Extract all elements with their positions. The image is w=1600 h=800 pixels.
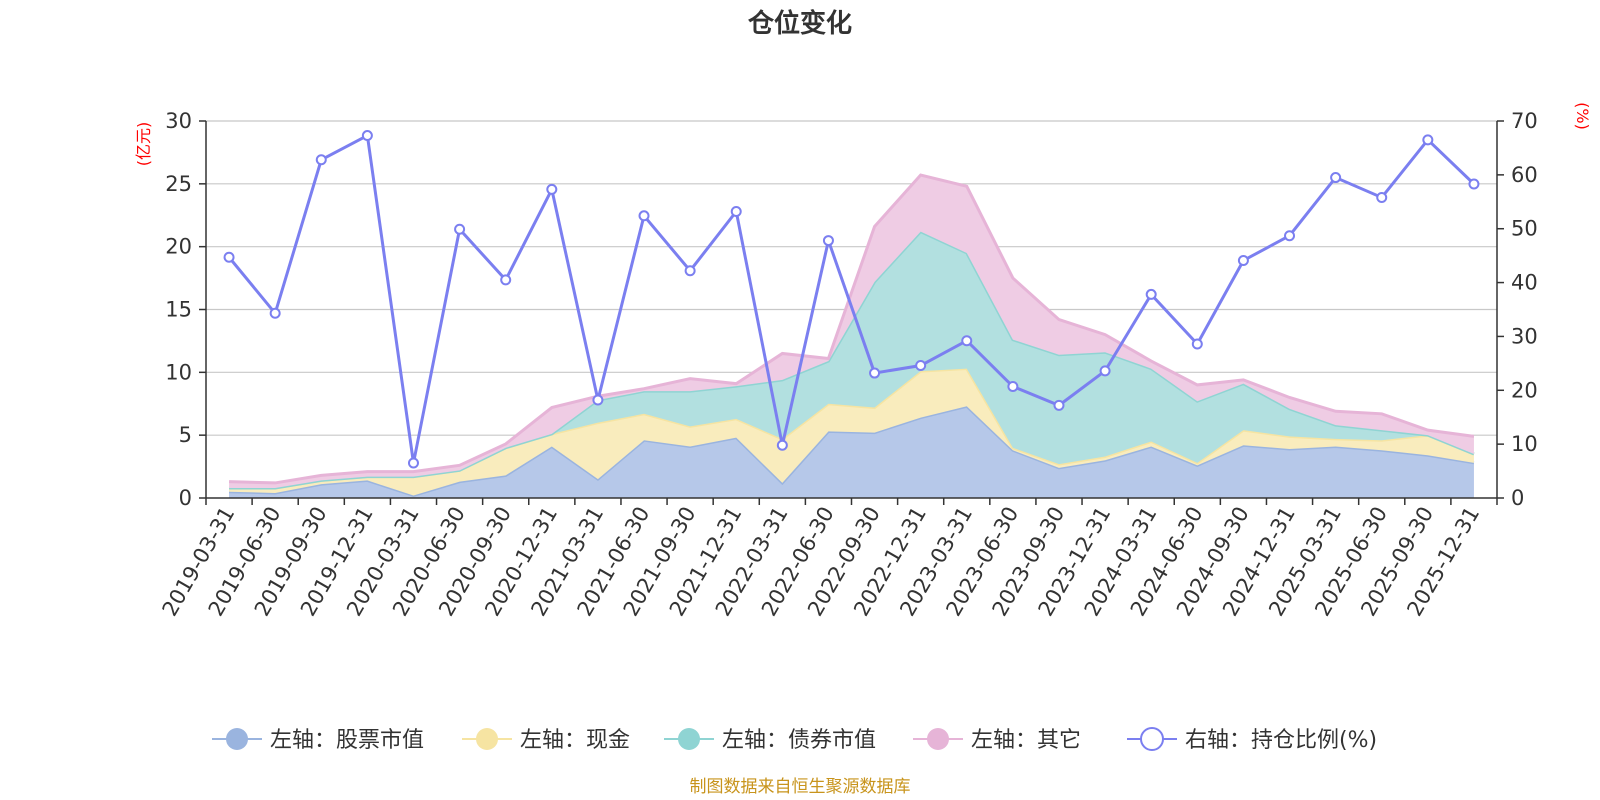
right-tick-label: 60 — [1511, 163, 1538, 187]
ratio-point — [730, 205, 742, 217]
ratio-point — [915, 360, 927, 372]
legend-item-1: 左轴：股票市值 — [212, 728, 424, 753]
legend-marker-swatch — [226, 728, 248, 750]
ratio-point — [869, 367, 881, 379]
right-tick-label: 40 — [1511, 271, 1538, 295]
legend-item-3: 左轴：债券市值 — [664, 728, 876, 753]
left-axis-unit: (亿元) — [134, 122, 153, 167]
ratio-point — [546, 183, 558, 195]
legend-label: 左轴：现金 — [520, 728, 630, 753]
ratio-point — [1284, 230, 1296, 242]
ratio-point — [822, 235, 834, 247]
ratio-point — [1468, 178, 1480, 190]
ratio-point — [776, 439, 788, 451]
right-tick-label: 10 — [1511, 432, 1538, 456]
legend-marker-swatch — [476, 728, 498, 750]
left-tick-label: 0 — [179, 486, 192, 510]
ratio-point — [223, 251, 235, 263]
legend-label: 左轴：股票市值 — [270, 728, 424, 753]
right-tick-label: 50 — [1511, 217, 1538, 241]
legend-item-4: 左轴：其它 — [913, 728, 1081, 753]
ratio-point — [1376, 191, 1388, 203]
data-source-note: 制图数据来自恒生聚源数据库 — [690, 777, 911, 797]
left-tick-label: 5 — [179, 423, 192, 447]
legend-item-2: 左轴：现金 — [462, 728, 630, 753]
legend-label: 左轴：其它 — [971, 728, 1081, 753]
ratio-point — [1330, 172, 1342, 184]
right-tick-label: 0 — [1511, 486, 1524, 510]
ratio-point — [592, 394, 604, 406]
area-series-1 — [229, 406, 1474, 498]
right-tick-label: 70 — [1511, 109, 1538, 133]
ratio-point — [454, 223, 466, 235]
ratio-point — [500, 274, 512, 286]
ratio-point — [361, 130, 373, 142]
right-tick-label: 20 — [1511, 378, 1538, 402]
legend: 左轴：股票市值 左轴：现金 左轴：债券市值 左轴：其它 右轴：持仓比例(%) — [212, 727, 1377, 753]
ratio-point — [1053, 399, 1065, 411]
left-tick-label: 30 — [165, 109, 192, 133]
position-ratio-path — [227, 133, 1475, 464]
area-edge-series-4 — [229, 173, 1475, 485]
position-ratio-line — [223, 130, 1480, 469]
legend-label: 右轴：持仓比例(%) — [1185, 728, 1377, 753]
ratio-point — [684, 265, 696, 277]
area-series-3 — [229, 231, 1474, 488]
ratio-point — [269, 307, 281, 319]
legend-item-5: 右轴：持仓比例(%) — [1127, 727, 1377, 753]
right-tick-label: 30 — [1511, 324, 1538, 348]
left-tick-label: 15 — [165, 298, 192, 322]
left-tick-label: 25 — [165, 172, 192, 196]
ratio-point — [961, 335, 973, 347]
ratio-point — [1099, 365, 1111, 377]
legend-marker-swatch — [678, 728, 700, 750]
legend-label: 左轴：债券市值 — [722, 728, 876, 753]
left-tick-label: 20 — [165, 235, 192, 259]
ratio-point — [1422, 134, 1434, 146]
legend-marker-swatch — [1140, 727, 1164, 751]
ratio-point — [1007, 381, 1019, 393]
ratio-point — [407, 457, 419, 469]
left-tick-label: 10 — [165, 360, 192, 384]
ratio-point — [315, 154, 327, 166]
ratio-point — [638, 210, 650, 222]
ratio-point — [1237, 254, 1249, 266]
right-axis-unit: (%) — [1573, 102, 1592, 130]
area-series-2 — [229, 368, 1474, 496]
stacked-areas — [229, 173, 1475, 498]
ratio-point — [1191, 338, 1203, 350]
legend-marker-swatch — [927, 728, 949, 750]
ratio-point — [1145, 288, 1157, 300]
chart-title: 仓位变化 — [747, 8, 852, 39]
